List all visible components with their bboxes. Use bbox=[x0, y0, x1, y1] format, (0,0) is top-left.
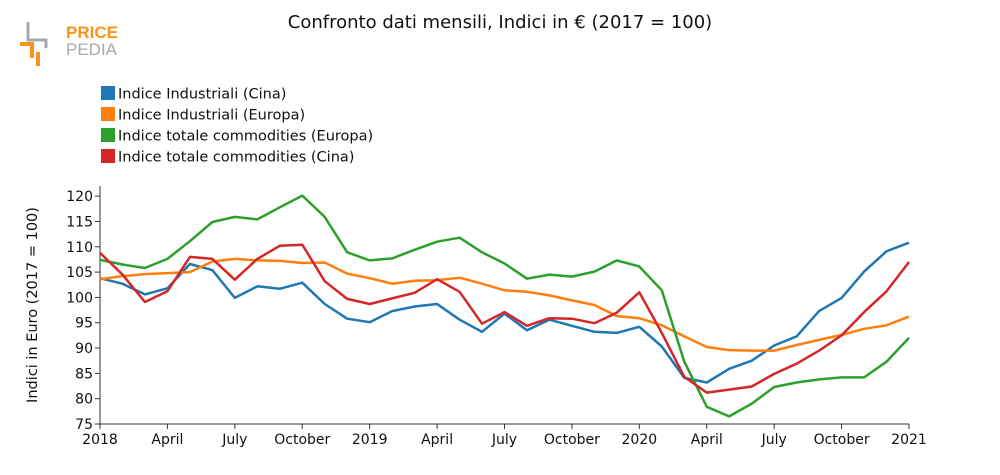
y-tick-label: 85 bbox=[75, 366, 93, 382]
chart-title: Confronto dati mensili, Indici in € (201… bbox=[287, 12, 713, 33]
series-line-3 bbox=[99, 194, 910, 418]
logo-mark-gray bbox=[26, 22, 48, 48]
x-axis: 2018 April July October 2019 April July October… bbox=[82, 424, 927, 448]
logo-word-price: PRICE bbox=[66, 23, 118, 42]
x-tick-label: April bbox=[151, 432, 183, 448]
x-tick-label: October bbox=[544, 432, 600, 448]
pricepedia-logo: PRICE PEDIA bbox=[18, 18, 128, 68]
x-tick-label: October bbox=[274, 432, 330, 448]
y-tick-label: 90 bbox=[75, 341, 93, 357]
logo-graphic: PRICE PEDIA bbox=[20, 22, 118, 66]
legend-label: Indice Industriali (Europa) bbox=[118, 108, 305, 124]
series-line-2 bbox=[99, 257, 910, 352]
series-line-1 bbox=[99, 241, 910, 384]
y-tick-label: 105 bbox=[66, 265, 93, 281]
legend-swatch bbox=[101, 149, 115, 163]
x-tick-label: October bbox=[814, 432, 870, 448]
x-tick-label: 2019 bbox=[352, 432, 388, 448]
logo-word-pedia: PEDIA bbox=[66, 40, 118, 59]
series-line-4 bbox=[99, 243, 910, 394]
legend-swatch bbox=[101, 86, 115, 100]
x-tick-label: April bbox=[421, 432, 453, 448]
y-tick-label: 75 bbox=[75, 417, 93, 433]
x-tick-label: April bbox=[691, 432, 723, 448]
legend-label: Indice totale commodities (Cina) bbox=[118, 150, 354, 166]
legend-swatch bbox=[101, 128, 115, 142]
legend-label: Indice Industriali (Cina) bbox=[118, 87, 286, 103]
y-tick-label: 115 bbox=[66, 214, 93, 230]
y-tick-label: 80 bbox=[75, 392, 93, 408]
legend-swatch bbox=[101, 107, 115, 121]
legend: Indice Industriali (Cina) Indice Industri… bbox=[101, 86, 373, 166]
y-tick-label: 100 bbox=[66, 290, 93, 306]
logo-mark-orange bbox=[20, 42, 34, 58]
series-lines bbox=[99, 194, 910, 418]
x-tick-label: 2018 bbox=[82, 432, 118, 448]
x-tick-label: July bbox=[761, 432, 787, 448]
y-axis-label: Indici in Euro (2017 = 100) bbox=[25, 207, 41, 403]
x-tick-label: 2021 bbox=[891, 432, 927, 448]
y-tick-label: 120 bbox=[66, 189, 93, 205]
plot-frame bbox=[99, 186, 909, 425]
y-axis: 75 80 85 90 95 100 105 110 115 120 bbox=[66, 189, 100, 433]
x-tick-label: 2020 bbox=[622, 432, 658, 448]
x-tick-label: July bbox=[221, 432, 247, 448]
x-tick-label: July bbox=[491, 432, 517, 448]
y-tick-label: 95 bbox=[75, 316, 93, 332]
legend-label: Indice totale commodities (Europa) bbox=[118, 129, 373, 145]
y-tick-label: 110 bbox=[66, 240, 93, 256]
